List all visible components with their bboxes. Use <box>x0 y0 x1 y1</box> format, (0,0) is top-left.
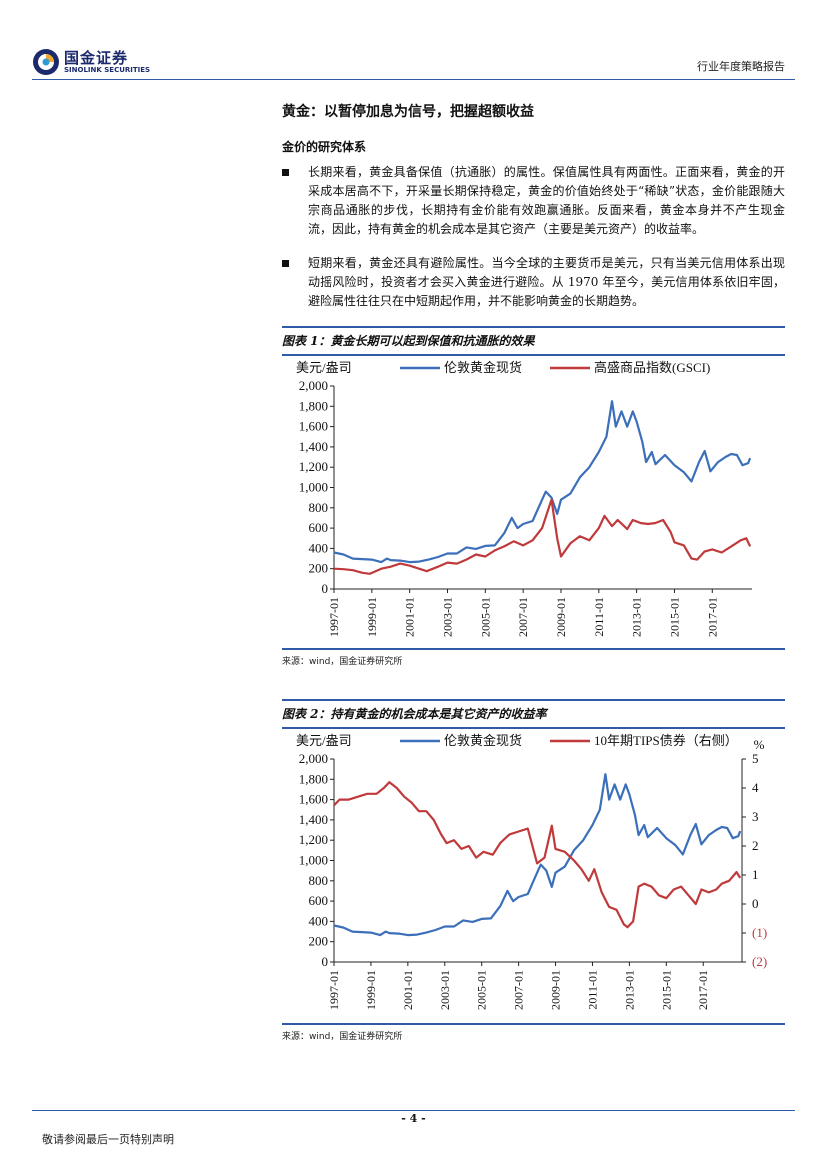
figure2-title-bar: 图表 2：持有黄金的机会成本是其它资产的收益率 <box>282 699 785 729</box>
figure1-source: 来源：wind，国金证券研究所 <box>282 657 403 667</box>
x-tick-label: 2011-01 <box>585 970 599 1010</box>
series-line-1 <box>333 773 742 937</box>
series-line-1 <box>333 400 752 564</box>
figure1-title-bar: 图表 1：黄金长期可以起到保值和抗通胀的效果 <box>282 326 785 356</box>
y-tick-label: 0 <box>322 954 329 969</box>
x-tick-label: 2007-01 <box>516 597 530 637</box>
x-tick-label: 2015-01 <box>659 970 673 1010</box>
y-tick-label: 2,000 <box>299 751 328 766</box>
right-tick-label: (1) <box>752 925 767 940</box>
y-tick-label: 1,600 <box>299 792 328 807</box>
figure1-bottom-rule <box>282 648 785 650</box>
logo-emblem-icon <box>33 49 59 75</box>
figure2-chart: 美元/盎司 伦敦黄金现货 10年期TIPS债券（右侧） % 0 200 400 600 800 1… <box>296 733 767 1010</box>
y-tick-label: 1,600 <box>299 419 328 434</box>
x-tick-label: 2007-01 <box>512 970 526 1010</box>
right-tick-label: 0 <box>752 896 759 911</box>
y-tick-label: 800 <box>309 873 329 888</box>
legend-label-1: 伦敦黄金现货 <box>444 733 522 748</box>
x-tick-label: 2013-01 <box>622 970 636 1010</box>
y-tick-label: 600 <box>309 520 329 535</box>
legend-label-2: 10年期TIPS债券（右侧） <box>594 733 738 748</box>
y-tick-label: 1,000 <box>299 853 328 868</box>
x-tick-label: 1997-01 <box>327 970 341 1010</box>
report-type: 行业年度策略报告 <box>697 60 785 73</box>
right-tick-label: 5 <box>752 751 759 766</box>
x-tick-label: 2017-01 <box>696 970 710 1010</box>
figure2-title: 图表 2：持有黄金的机会成本是其它资产的收益率 <box>282 707 547 721</box>
x-tick-label: 2005-01 <box>478 597 492 637</box>
x-tick-label: 2011-01 <box>592 597 606 637</box>
legend-label-1: 伦敦黄金现货 <box>444 360 522 375</box>
x-tick-label: 1999-01 <box>365 597 379 637</box>
right-tick-label: (2) <box>752 954 767 969</box>
x-tick-label: 2001-01 <box>403 597 417 637</box>
y-tick-label: 600 <box>309 893 329 908</box>
y-axis-unit-label: 美元/盎司 <box>296 733 352 748</box>
y-axis-unit-label: 美元/盎司 <box>296 360 352 375</box>
bullet-square-icon <box>282 169 289 176</box>
x-tick-label: 2009-01 <box>554 597 568 637</box>
series-line-2 <box>333 781 742 929</box>
y-tick-label: 200 <box>309 934 329 949</box>
y-tick-label: 400 <box>309 540 329 555</box>
x-tick-label: 2005-01 <box>475 970 489 1010</box>
y-tick-label: 1,200 <box>299 832 328 847</box>
logo-name-cn: 国金证券 <box>64 49 129 67</box>
legend-label-2: 高盛商品指数(GSCI) <box>594 360 710 375</box>
right-tick-label: 3 <box>752 809 759 824</box>
figure2-bottom-rule <box>282 1023 785 1025</box>
bullet-square-icon <box>282 260 289 267</box>
y-tick-label: 200 <box>309 561 329 576</box>
x-tick-label: 1999-01 <box>364 970 378 1010</box>
y-tick-label: 1,800 <box>299 771 328 786</box>
x-tick-label: 1997-01 <box>327 597 341 637</box>
x-tick-label: 2013-01 <box>630 597 644 637</box>
bullet-short-term: 短期来看，黄金还具有避险属性。当今全球的主要货币是美元，只有当美元信用体系出现动… <box>282 254 785 311</box>
y-tick-label: 400 <box>309 913 329 928</box>
x-tick-label: 2003-01 <box>438 970 452 1010</box>
y-tick-label: 1,800 <box>299 398 328 413</box>
bullet-text: 短期来看，黄金还具有避险属性。当今全球的主要货币是美元，只有当美元信用体系出现动… <box>308 256 785 308</box>
y-tick-label: 1,400 <box>299 439 328 454</box>
disclaimer-note: 敬请参阅最后一页特别声明 <box>42 1133 174 1146</box>
page-number: - 4 - <box>401 1112 426 1125</box>
x-tick-label: 2015-01 <box>667 597 681 637</box>
right-tick-label: 4 <box>752 780 759 795</box>
figure1-title: 图表 1：黄金长期可以起到保值和抗通胀的效果 <box>282 334 535 348</box>
footer-divider <box>32 1110 795 1111</box>
right-axis-unit-label: % <box>754 737 765 752</box>
figure1-chart: 美元/盎司 伦敦黄金现货 高盛商品指数(GSCI) 0 200 400 600 800 1,00… <box>296 360 752 637</box>
y-tick-label: 800 <box>309 500 329 515</box>
bullet-long-term: 长期来看，黄金具备保值（抗通胀）的属性。保值属性具有两面性。正面来看，黄金的开采… <box>282 163 785 239</box>
y-tick-label: 1,400 <box>299 812 328 827</box>
y-tick-label: 2,000 <box>299 378 328 393</box>
company-logo: 国金证券 SINOLINK SECURITIES <box>32 46 150 78</box>
x-tick-label: 2009-01 <box>549 970 563 1010</box>
right-tick-label: 1 <box>752 867 759 882</box>
sub-title: 金价的研究体系 <box>282 140 367 154</box>
x-tick-label: 2003-01 <box>440 597 454 637</box>
series-line-2 <box>333 498 752 575</box>
x-tick-label: 2017-01 <box>705 597 719 637</box>
y-tick-label: 1,200 <box>299 459 328 474</box>
section-title: 黄金：以暂停加息为信号，把握超额收益 <box>282 104 534 120</box>
y-tick-label: 1,000 <box>299 480 328 495</box>
y-tick-label: 0 <box>322 581 329 596</box>
bullet-text: 长期来看，黄金具备保值（抗通胀）的属性。保值属性具有两面性。正面来看，黄金的开采… <box>308 165 785 236</box>
logo-name-en: SINOLINK SECURITIES <box>64 66 151 74</box>
header-divider <box>32 79 795 80</box>
right-tick-label: 2 <box>752 838 759 853</box>
x-tick-label: 2001-01 <box>401 970 415 1010</box>
figure2-source: 来源：wind，国金证券研究所 <box>282 1032 403 1042</box>
